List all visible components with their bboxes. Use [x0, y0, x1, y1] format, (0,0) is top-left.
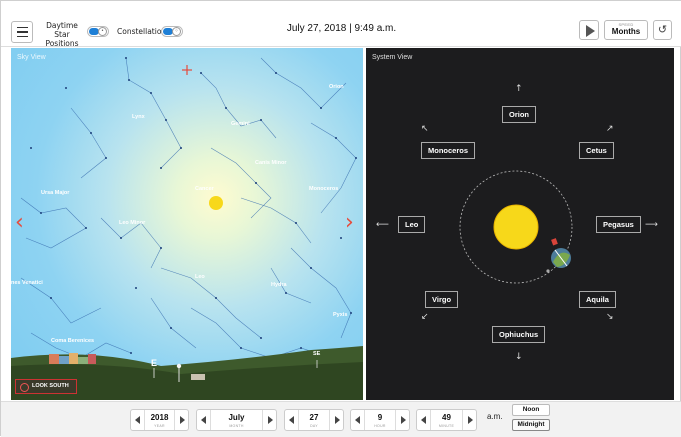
system-label: Monoceros — [421, 142, 476, 159]
constellation-label: Leo Minor — [119, 220, 146, 226]
system-label: Ophiuchus — [492, 326, 546, 343]
reset-button[interactable]: ↺ — [653, 20, 672, 40]
year-stepper[interactable]: 2018 YEAR — [130, 409, 189, 431]
hour-increment-button[interactable] — [395, 410, 409, 430]
daytime-star-toggle[interactable]: • — [87, 26, 109, 37]
toggle-on-fill — [89, 28, 99, 35]
constellation-label: Monoceros — [309, 186, 339, 192]
chevron-left-icon[interactable]: ‹ — [15, 210, 24, 235]
sky-view-panel[interactable]: Sky View Orion Lynx Gemini Canis Minor M… — [11, 48, 363, 400]
constellation-label: Ursa Major — [41, 190, 70, 196]
speed-value: Months — [611, 27, 641, 36]
time-controls: 2018 YEAR July MONTH 27 DAY 9 HOUR 49 MI… — [1, 401, 681, 437]
constellation-label: Lynx — [132, 114, 145, 120]
sun-icon — [494, 205, 538, 249]
daytime-star-label-line1: Daytime Star — [46, 21, 78, 39]
menu-icon-line — [16, 31, 28, 33]
arrow-down-left-icon: ↙ — [421, 312, 429, 322]
system-label: Orion — [502, 106, 536, 123]
month-value: July — [228, 413, 245, 422]
system-view-title: System View — [372, 54, 413, 61]
system-label: Leo — [398, 216, 426, 233]
arrow-down-right-icon: ↘ — [606, 312, 614, 322]
noon-button[interactable]: Noon — [512, 404, 550, 416]
hour-caption: HOUR — [374, 424, 386, 428]
speed-caption: SPEED — [618, 22, 634, 27]
constellation-label: Hydra — [271, 282, 287, 288]
constellation-label: Canis Minor — [255, 160, 287, 166]
constellation-label: Cancer — [195, 186, 214, 192]
minute-decrement-button[interactable] — [417, 410, 431, 430]
month-increment-button[interactable] — [262, 410, 276, 430]
sky-view-title: Sky View — [17, 54, 46, 61]
arrow-left-icon: ⟵ — [376, 220, 389, 230]
minute-value: 49 — [442, 413, 451, 422]
year-value: 2018 — [150, 413, 169, 422]
look-south-label: LOOK SOUTH — [32, 383, 69, 389]
constellations-label: Constellations — [117, 27, 171, 36]
toggle-on-fill — [163, 28, 173, 35]
arrow-up-icon: ↑ — [515, 84, 523, 94]
year-increment-button[interactable] — [174, 410, 188, 430]
menu-button[interactable] — [11, 21, 33, 43]
month-caption: MONTH — [229, 424, 244, 428]
constellation-label: Pyxis — [333, 312, 348, 318]
system-label: Pegasus — [596, 216, 641, 233]
chevron-right-icon[interactable]: › — [345, 210, 354, 235]
speed-selector[interactable]: SPEED Months — [604, 20, 648, 40]
day-increment-button[interactable] — [329, 410, 343, 430]
minute-increment-button[interactable] — [462, 410, 476, 430]
star-field — [11, 57, 363, 400]
constellation-label: nes Venatici — [11, 280, 43, 286]
hour-stepper[interactable]: 9 HOUR — [350, 409, 410, 431]
daytime-star-label: Daytime Star Positions — [39, 21, 85, 48]
menu-icon-line — [16, 35, 28, 38]
month-stepper[interactable]: July MONTH — [196, 409, 277, 431]
orbit-diagram — [459, 170, 573, 284]
month-decrement-button[interactable] — [197, 410, 211, 430]
arrow-up-right-icon: ↗ — [606, 124, 614, 134]
midnight-button[interactable]: Midnight — [512, 419, 550, 431]
system-label: Cetus — [579, 142, 614, 159]
current-datetime: July 27, 2018 | 9:49 a.m. — [286, 23, 397, 34]
ampm-label: a.m. — [487, 412, 503, 421]
arrow-up-left-icon: ↖ — [421, 124, 429, 134]
compass-east: E — [151, 358, 158, 368]
toggle-knob: • — [98, 27, 107, 36]
year-caption: YEAR — [154, 424, 165, 428]
play-button[interactable] — [579, 20, 599, 40]
day-value: 27 — [309, 413, 319, 422]
hour-decrement-button[interactable] — [351, 410, 365, 430]
arrow-down-icon: ↓ — [515, 352, 523, 362]
reset-icon: ↺ — [657, 23, 668, 36]
constellation-label: Coma Berenices — [51, 338, 95, 344]
year-decrement-button[interactable] — [131, 410, 145, 430]
minute-stepper[interactable]: 49 MINUTE — [416, 409, 477, 431]
minute-caption: MINUTE — [438, 424, 455, 428]
constellation-toggle-knob: ⁘ — [172, 27, 181, 36]
constellation-label: Leo — [195, 274, 205, 280]
menu-icon-line — [16, 26, 28, 29]
sun-icon — [209, 196, 223, 210]
daytime-star-label-line2: Positions — [45, 39, 79, 48]
look-south-button[interactable]: LOOK SOUTH — [15, 379, 77, 394]
system-label: Aquila — [579, 291, 616, 308]
day-decrement-button[interactable] — [285, 410, 299, 430]
compass-southeast: SE — [313, 351, 321, 357]
day-stepper[interactable]: 27 DAY — [284, 409, 344, 431]
system-view-panel[interactable]: System View Orion Monoceros Cetus Leo Pe… — [366, 48, 674, 400]
hour-value: 9 — [377, 413, 383, 422]
constellation-label: Gemini — [231, 121, 250, 127]
constellations-toggle[interactable]: ⁘ — [161, 26, 183, 37]
arrow-right-icon: ⟶ — [645, 220, 658, 230]
constellation-label: Orion — [329, 84, 344, 90]
system-label: Virgo — [425, 291, 459, 308]
header: Daytime Star Positions • Constellations … — [1, 1, 681, 48]
day-caption: DAY — [310, 424, 318, 428]
